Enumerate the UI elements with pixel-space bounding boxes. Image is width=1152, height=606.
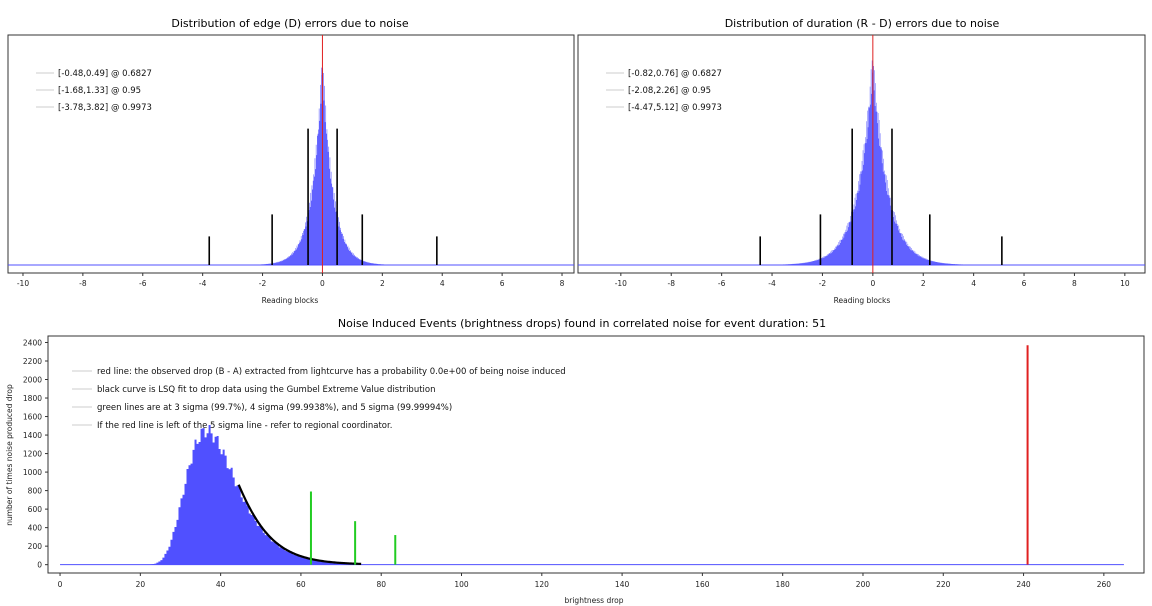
nie-legend-item-3: green lines are at 3 sigma (99.7%), 4 si… [97, 403, 452, 413]
nie-y-tick-label-9: 1600 [23, 413, 42, 422]
nie-y-tick-label-11: 2000 [23, 376, 42, 385]
edge-x-tick-label-10: 8 [560, 279, 565, 288]
nie-x-tick-label-5: 80 [376, 580, 386, 589]
duration-x-tick-label-4: -4 [768, 279, 776, 288]
duration-legend-item-1: [-0.82,0.76] @ 0.6827 [628, 69, 722, 79]
edge-x-tick-label-5: -2 [259, 279, 267, 288]
duration-legend-item-2: [-2.08,2.26] @ 0.95 [628, 86, 711, 96]
nie-x-axis-label: brightness drop [565, 596, 624, 605]
nie-chart-title: Noise Induced Events (brightness drops) … [338, 317, 826, 330]
nie-legend: red line: the observed drop (B - A) extr… [72, 367, 566, 431]
edge-x-tick-label-7: 2 [380, 279, 385, 288]
duration-legend: [-0.82,0.76] @ 0.6827 [-2.08,2.26] @ 0.9… [606, 69, 722, 113]
nie-y-tick-label-5: 800 [28, 487, 43, 496]
edge-x-tick-label-8: 4 [440, 279, 445, 288]
duration-x-tick-label-6: 0 [870, 279, 875, 288]
edge-legend: [-0.48,0.49] @ 0.6827 [-1.68,1.33] @ 0.9… [36, 69, 152, 113]
nie-y-tick-label-10: 1800 [23, 394, 42, 403]
nie-y-tick-label-12: 2200 [23, 357, 42, 366]
nie-x-tick-label-1: 0 [58, 580, 63, 589]
edge-chart-title: Distribution of edge (D) errors due to n… [171, 17, 408, 30]
duration-plot-frame [577, 34, 1146, 274]
duration-plot-area: -10 -8 -6 -4 -2 0 2 4 6 8 10 [578, 35, 1145, 288]
duration-x-tick-label-9: 6 [1022, 279, 1027, 288]
duration-x-tick-label-8: 4 [971, 279, 976, 288]
nie-x-tick-label-10: 180 [776, 580, 791, 589]
nie-x-tick-label-13: 240 [1016, 580, 1031, 589]
nie-x-tick-label-6: 100 [454, 580, 469, 589]
edge-plot-area: -10 -8 -6 -4 -2 0 2 4 6 8 [8, 35, 574, 288]
nie-plot-area: 0 20 40 60 80 100 120 140 160 180 200 220 240 260 0 200… [23, 338, 1124, 589]
duration-x-tick-label-7: 2 [921, 279, 926, 288]
nie-legend-item-2: black curve is LSQ fit to drop data usin… [97, 385, 436, 395]
edge-x-tick-label-6: 0 [320, 279, 325, 288]
nie-y-tick-label-2: 200 [28, 542, 43, 551]
duration-x-tick-label-11: 10 [1120, 279, 1130, 288]
nie-x-tick-label-4: 60 [296, 580, 306, 589]
nie-x-tick-label-12: 220 [936, 580, 951, 589]
edge-x-tick-label-3: -6 [139, 279, 147, 288]
nie-x-tick-label-9: 160 [695, 580, 710, 589]
edge-x-axis-label: Reading blocks [262, 296, 319, 305]
duration-x-tick-label-2: -8 [667, 279, 675, 288]
nie-x-tick-label-3: 40 [216, 580, 226, 589]
nie-gumbel-fit-curve [237, 484, 362, 565]
edge-x-tick-label-2: -8 [79, 279, 87, 288]
edge-x-tick-label-4: -4 [199, 279, 207, 288]
nie-y-tick-label-6: 1000 [23, 468, 42, 477]
edge-error-chart: Distribution of edge (D) errors due to n… [7, 17, 575, 305]
nie-x-tick-label-7: 120 [535, 580, 550, 589]
duration-legend-item-3: [-4.47,5.12] @ 0.9973 [628, 103, 722, 113]
nie-x-tick-label-14: 260 [1097, 580, 1112, 589]
duration-x-axis-label: Reading blocks [834, 296, 891, 305]
duration-chart-title: Distribution of duration (R - D) errors … [725, 17, 1000, 30]
edge-legend-item-2: [-1.68,1.33] @ 0.95 [58, 86, 141, 96]
duration-x-tick-label-1: -10 [615, 279, 627, 288]
nie-y-axis-label: number of times noise produced drop [5, 384, 14, 526]
nie-y-tick-label-3: 400 [28, 524, 43, 533]
duration-x-tick-label-3: -6 [718, 279, 726, 288]
duration-x-tick-label-10: 8 [1072, 279, 1077, 288]
nie-y-tick-label-7: 1200 [23, 450, 42, 459]
noise-induced-events-chart: Noise Induced Events (brightness drops) … [5, 317, 1145, 605]
duration-x-tick-label-5: -2 [819, 279, 827, 288]
nie-x-tick-label-8: 140 [615, 580, 630, 589]
nie-y-tick-label-13: 2400 [23, 338, 42, 347]
nie-y-tick-label-8: 1400 [23, 431, 42, 440]
edge-plot-frame [7, 34, 575, 274]
nie-y-tick-label-1: 0 [37, 561, 42, 570]
nie-legend-item-4: If the red line is left of the 5 sigma l… [97, 421, 392, 431]
nie-x-tick-label-2: 20 [136, 580, 146, 589]
edge-legend-item-1: [-0.48,0.49] @ 0.6827 [58, 69, 152, 79]
nie-y-tick-label-4: 600 [28, 505, 43, 514]
nie-histogram-bars [150, 425, 362, 565]
edge-legend-item-3: [-3.78,3.82] @ 0.9973 [58, 103, 152, 113]
nie-legend-item-1: red line: the observed drop (B - A) extr… [97, 367, 566, 377]
duration-error-chart: Distribution of duration (R - D) errors … [577, 17, 1146, 305]
edge-x-tick-label-9: 6 [500, 279, 505, 288]
edge-x-tick-label-1: -10 [17, 279, 29, 288]
nie-plot-frame [47, 335, 1145, 574]
nie-x-tick-label-11: 200 [856, 580, 871, 589]
